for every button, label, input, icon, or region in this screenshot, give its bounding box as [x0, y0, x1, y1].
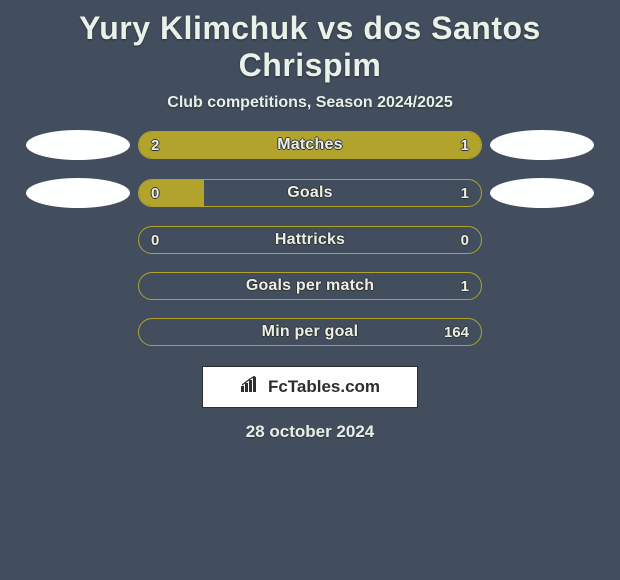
player-avatar-right: [490, 178, 594, 208]
stat-bar: 01Goals: [138, 179, 482, 207]
stat-row: 1Goals per match: [0, 272, 620, 300]
stat-bar: 1Goals per match: [138, 272, 482, 300]
stat-row: 0 0Hattricks: [0, 226, 620, 254]
stat-bar: 0 0Hattricks: [138, 226, 482, 254]
stat-label: Goals per match: [139, 277, 481, 295]
stat-value-right: 1: [461, 278, 469, 295]
stat-value-right: 0: [461, 232, 469, 249]
avatar-slot-left: [18, 178, 138, 208]
stat-bar: 164Min per goal: [138, 318, 482, 346]
subtitle: Club competitions, Season 2024/2025: [0, 94, 620, 112]
avatar-slot-right: [482, 178, 602, 208]
brand-box[interactable]: FcTables.com: [202, 366, 418, 408]
bar-fill-left: [139, 132, 481, 158]
bar-chart-icon: [240, 376, 262, 399]
page-title: Yury Klimchuk vs dos Santos Chrispim: [0, 0, 620, 88]
player-avatar-right: [490, 130, 594, 160]
stat-row: 01Goals: [0, 178, 620, 208]
stat-value-left: 0: [151, 232, 159, 249]
stat-row: 164Min per goal: [0, 318, 620, 346]
avatar-slot-right: [482, 130, 602, 160]
player-avatar-left: [26, 130, 130, 160]
avatar-slot-left: [18, 130, 138, 160]
stat-rows: 21Matches01Goals00Hattricks1Goals per ma…: [0, 130, 620, 346]
stat-bar: 21Matches: [138, 131, 482, 159]
stat-value-right: 164: [444, 324, 469, 341]
bar-fill-left: [139, 180, 204, 206]
stat-label: Hattricks: [139, 231, 481, 249]
player-avatar-left: [26, 178, 130, 208]
stat-row: 21Matches: [0, 130, 620, 160]
brand-text: FcTables.com: [268, 377, 380, 397]
comparison-card: Yury Klimchuk vs dos Santos Chrispim Clu…: [0, 0, 620, 580]
stat-value-right: 1: [461, 185, 469, 202]
stat-label: Min per goal: [139, 323, 481, 341]
date-line: 28 october 2024: [0, 422, 620, 442]
